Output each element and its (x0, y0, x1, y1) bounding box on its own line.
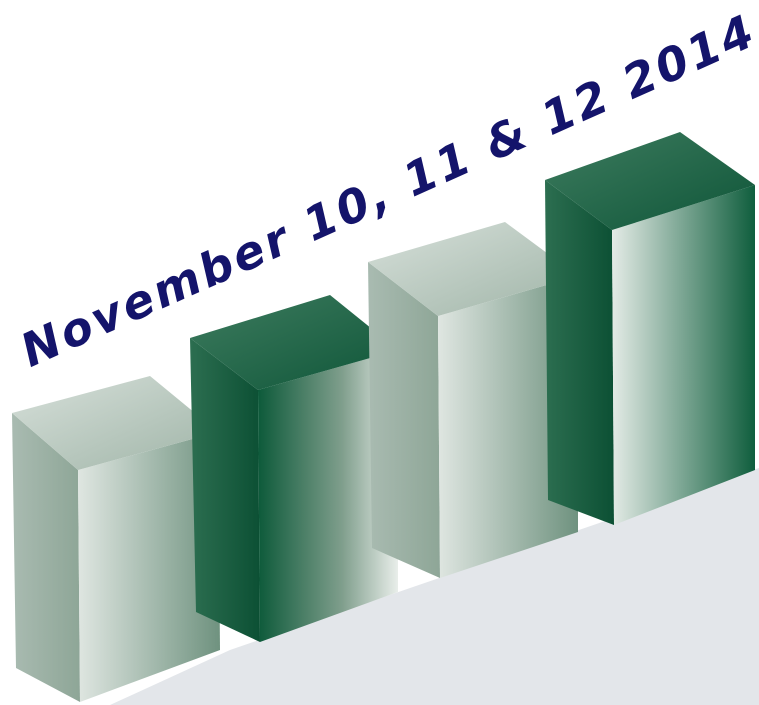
bar-4 (545, 132, 755, 525)
bar-front (438, 276, 578, 578)
bar-1 (12, 376, 220, 702)
bar-2 (190, 295, 398, 642)
bar-top (12, 376, 218, 470)
bar-front (78, 432, 220, 702)
bar-side (190, 338, 260, 642)
bar-front (612, 185, 755, 525)
bar-top (368, 222, 578, 316)
bar-front (258, 350, 398, 642)
bar-top (545, 132, 755, 230)
bar-top (190, 295, 398, 390)
bar-side (368, 262, 440, 578)
bar-3 (368, 222, 578, 578)
floor (110, 468, 759, 705)
bar-side (545, 180, 614, 525)
bar-side (12, 413, 80, 702)
